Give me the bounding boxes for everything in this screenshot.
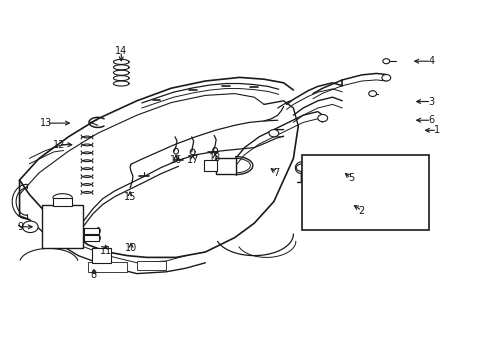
Bar (302, 155, 428, 230)
Circle shape (381, 75, 390, 81)
Circle shape (368, 91, 376, 96)
Text: 3: 3 (427, 96, 433, 107)
Text: 10: 10 (124, 243, 137, 253)
Bar (84, 235, 99, 241)
Text: 11: 11 (99, 246, 112, 256)
Bar (53, 198, 72, 206)
Bar (92, 248, 111, 263)
Text: 16: 16 (169, 155, 182, 165)
Text: 1: 1 (433, 125, 439, 135)
Text: 2: 2 (358, 206, 364, 216)
Text: 9: 9 (18, 222, 23, 232)
Bar (88, 262, 127, 272)
Text: 7: 7 (273, 168, 279, 178)
Bar (84, 228, 99, 234)
Text: 17: 17 (186, 155, 199, 165)
Text: 15: 15 (123, 192, 136, 202)
Circle shape (296, 164, 305, 171)
Text: 13: 13 (40, 118, 53, 128)
Circle shape (317, 114, 327, 122)
Text: 12: 12 (52, 140, 65, 150)
Bar (204, 160, 217, 171)
Text: 5: 5 (347, 173, 353, 183)
Bar (137, 261, 166, 270)
Bar (41, 205, 83, 248)
Circle shape (268, 130, 278, 137)
Circle shape (22, 221, 38, 233)
Text: 4: 4 (427, 56, 433, 66)
Text: 18: 18 (208, 153, 221, 163)
Polygon shape (307, 161, 422, 211)
Text: 14: 14 (115, 46, 127, 56)
Circle shape (382, 59, 389, 64)
Text: 8: 8 (91, 270, 97, 280)
Text: 6: 6 (427, 115, 433, 125)
Bar (216, 158, 235, 174)
